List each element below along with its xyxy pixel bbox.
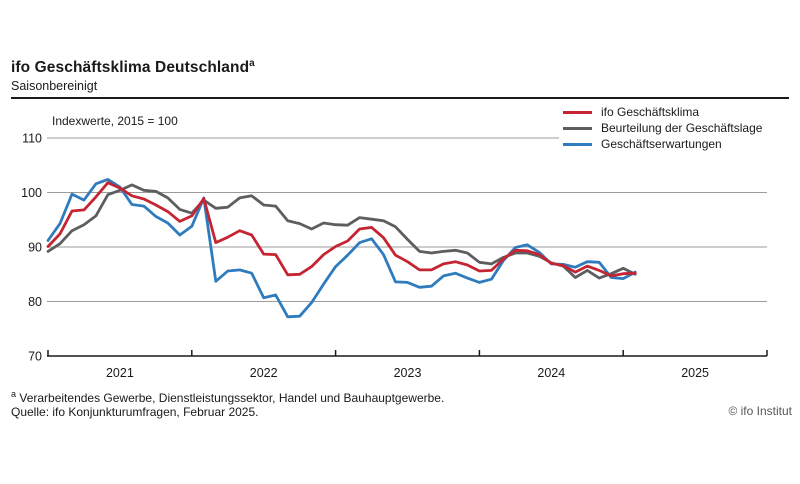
y-axis-tick-label: 70 xyxy=(28,350,42,364)
legend-label: Beurteilung der Geschäftslage xyxy=(601,121,763,135)
copyright-notice: © ifo Institut xyxy=(728,404,792,418)
x-axis-year-label: 2023 xyxy=(394,366,422,380)
legend-label: ifo Geschäftsklima xyxy=(601,105,700,119)
y-axis-tick-label: 90 xyxy=(28,241,42,255)
chart-legend: ifo Geschäftsklima Beurteilung der Gesch… xyxy=(559,103,769,154)
header-divider xyxy=(11,97,789,99)
legend-label: Geschäftserwartungen xyxy=(601,137,722,151)
chart-source: Quelle: ifo Konjunkturumfragen, Februar … xyxy=(11,405,259,419)
legend-item: ifo Geschäftsklima xyxy=(563,104,762,120)
x-axis-year-label: 2021 xyxy=(106,366,134,380)
series-line-1 xyxy=(46,181,637,278)
page-title: ifo Geschäftsklima Deutschlanda xyxy=(11,58,255,77)
title-footnote-marker: a xyxy=(249,58,255,69)
footnote-marker: a xyxy=(11,389,17,399)
y-axis-tick-label: 80 xyxy=(28,295,42,309)
y-axis-tick-label: 110 xyxy=(22,132,42,146)
legend-swatch xyxy=(563,126,592,130)
footnote-text: Verarbeitendes Gewerbe, Dienstleistungss… xyxy=(19,391,445,405)
chart-footnote: a Verarbeitendes Gewerbe, Dienstleistung… xyxy=(11,389,444,405)
y-axis-tick-label: 100 xyxy=(21,186,42,200)
x-axis-year-label: 2025 xyxy=(681,366,709,380)
series-line-2 xyxy=(46,183,637,280)
legend-item: Geschäftserwartungen xyxy=(563,136,762,152)
x-axis-year-label: 2022 xyxy=(250,366,278,380)
page-subtitle: Saisonbereinigt xyxy=(11,79,98,93)
x-axis-year-label: 2024 xyxy=(537,366,565,380)
page-title-text: ifo Geschäftsklima Deutschland xyxy=(11,59,250,77)
axis-unit-label: Indexwerte, 2015 = 100 xyxy=(52,114,178,128)
series-line-3 xyxy=(46,177,637,319)
legend-item: Beurteilung der Geschäftslage xyxy=(563,120,762,136)
legend-swatch xyxy=(563,142,592,146)
legend-swatch xyxy=(563,110,592,114)
